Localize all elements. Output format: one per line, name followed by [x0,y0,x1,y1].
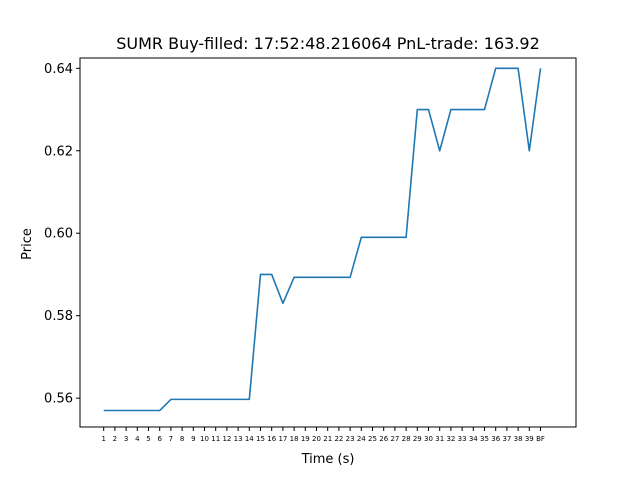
plot-area: 0.560.580.600.620.641 2 3 4 5 6 7 8 9 10 11 12 13 14 1… [44,57,577,443]
x-tick-label: 32 [446,435,455,443]
x-tick-label: 27 [390,435,399,443]
x-tick-label: 35 [480,435,489,443]
x-tick-label: 30 [424,435,433,443]
x-tick-label: 7 [169,435,173,443]
axes-frame [79,57,577,428]
x-tick-label: 2 [113,435,117,443]
x-tick-label: 20 [312,435,321,443]
y-tick-label: 0.56 [44,392,73,407]
y-tick-label: 0.62 [44,144,73,159]
x-tick-label: 14 [245,435,254,443]
x-tick-label: 9 [191,435,195,443]
x-tick-label: 4 [135,435,140,443]
x-tick-label: 19 [301,435,310,443]
x-tick-label: 26 [379,435,388,443]
x-tick-label: 33 [458,435,467,443]
x-tick-label: BF [536,435,545,443]
y-tick-label: 0.60 [44,227,73,242]
x-tick-label: 22 [334,435,343,443]
x-tick-label: 31 [435,435,444,443]
x-tick-label: 38 [514,435,523,443]
x-axis-label: Time (s) [301,452,355,467]
x-tick-label: 8 [180,435,184,443]
x-tick-label: 24 [357,435,366,443]
x-tick-label: 36 [491,435,500,443]
x-tick-label: 29 [413,435,422,443]
x-tick-label: 28 [402,435,411,443]
x-tick-label: 16 [267,435,276,443]
x-tick-label: 17 [278,435,287,443]
x-tick-label: 10 [200,435,209,443]
chart-title: SUMR Buy-filled: 17:52:48.216064 PnL-tra… [116,34,540,53]
x-tick-label: 12 [222,435,231,443]
x-tick-label: 37 [502,435,511,443]
x-tick-label: 5 [146,435,150,443]
x-tick-label: 18 [290,435,299,443]
x-tick-label: 34 [469,435,478,443]
x-tick-label: 13 [234,435,243,443]
x-tick-label: 39 [525,435,534,443]
y-tick-label: 0.58 [44,309,73,324]
y-tick-label: 0.64 [44,62,73,77]
x-tick-label: 6 [157,435,162,443]
x-tick-label: 21 [323,435,332,443]
x-tick-label: 11 [211,435,220,443]
y-axis-label: Price [20,228,35,260]
x-tick-label: 15 [256,435,265,443]
x-tick-label: 1 [101,435,105,443]
x-tick-label: 3 [124,435,128,443]
x-tick-label: 25 [368,435,377,443]
price-series-line [103,67,542,412]
x-tick-label: 23 [346,435,355,443]
